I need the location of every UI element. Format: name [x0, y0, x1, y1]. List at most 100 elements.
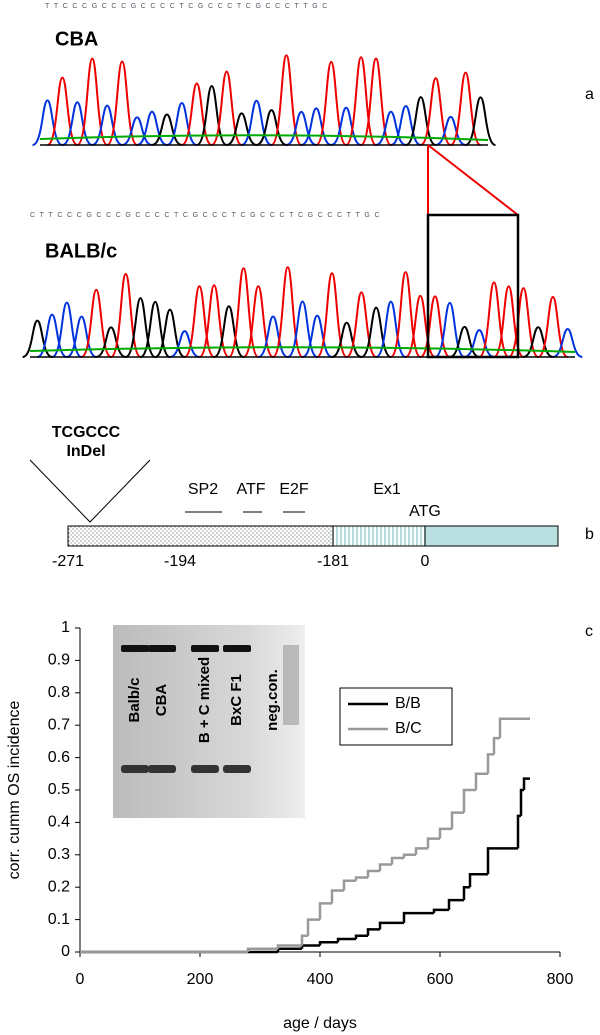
- step-segment: [246, 947, 278, 952]
- step-segment: [438, 827, 452, 839]
- step-segment: [300, 944, 320, 949]
- peak: [478, 281, 510, 358]
- step-segment: [354, 876, 368, 881]
- step-segment: [519, 788, 524, 816]
- gel-band: [191, 765, 219, 773]
- element-label: ATF: [236, 481, 265, 498]
- utr-region: [332, 525, 426, 547]
- panel-label: a: [585, 86, 594, 103]
- peak: [81, 288, 112, 358]
- y-tick-label: 1: [61, 619, 70, 636]
- position-label: -181: [317, 553, 349, 570]
- peak: [76, 57, 109, 146]
- gel-image: [113, 625, 305, 818]
- y-tick-label: 0.3: [48, 846, 70, 863]
- legend-label: B/B: [395, 695, 421, 712]
- x-tick-label: 400: [307, 971, 334, 988]
- peak: [181, 82, 213, 146]
- step-segment: [468, 872, 488, 888]
- peak: [360, 306, 392, 358]
- peak: [331, 321, 362, 358]
- step-segment: [318, 902, 332, 920]
- indel-marker: [29, 459, 151, 523]
- step-segment: [276, 944, 302, 949]
- step-segment: [462, 885, 470, 901]
- step-segment: [486, 847, 518, 875]
- x-tick-label: 600: [427, 971, 454, 988]
- element-label: ATG: [409, 503, 441, 520]
- y-tick-label: 0.6: [48, 749, 70, 766]
- y-tick-label: 0.5: [48, 781, 70, 798]
- step-segment: [390, 856, 404, 865]
- position-label: -194: [164, 553, 196, 570]
- peak: [91, 104, 123, 146]
- panel-label: c: [585, 623, 593, 640]
- indel-label: TCGCCC: [52, 424, 121, 441]
- peak: [256, 109, 287, 146]
- step-segment: [474, 772, 488, 790]
- chart: 0 0.1 0.2 0.3 0.4 0.5 0.6 0.7 0.8 0.9 1 0 200 400 600 8…: [6, 619, 573, 1032]
- promoter-region: [67, 525, 334, 547]
- peak: [508, 287, 539, 358]
- peak: [523, 326, 554, 358]
- step-segment: [366, 928, 380, 936]
- coding-region: [424, 525, 559, 547]
- peak: [270, 54, 303, 146]
- peak: [464, 329, 495, 358]
- step-segment: [450, 811, 464, 829]
- step-segment: [516, 814, 521, 849]
- legend-box: [339, 687, 453, 746]
- lane-label: BxC F1: [228, 674, 245, 726]
- peak: [375, 300, 407, 358]
- peak: [95, 326, 127, 358]
- indel-label: InDel: [66, 443, 105, 460]
- gel-band: [148, 765, 176, 773]
- peak: [184, 285, 215, 358]
- chromatograms: [22, 54, 583, 358]
- element-label: SP2: [188, 481, 218, 498]
- peak: [552, 327, 583, 358]
- step-segment: [522, 777, 530, 790]
- peak: [121, 116, 153, 146]
- y-axis-label: corr. cumm OS incidence: [6, 701, 23, 880]
- peak: [169, 330, 200, 358]
- gel-ladder: [283, 645, 299, 725]
- peak: [61, 101, 93, 146]
- trace-label: CBA: [55, 28, 98, 50]
- peak: [196, 85, 228, 146]
- lane-label: CBA: [153, 684, 170, 717]
- position-label: -271: [52, 553, 84, 570]
- step-segment: [336, 937, 356, 943]
- peak: [537, 295, 569, 358]
- gel-band: [191, 645, 219, 652]
- lane-label: B + C mixed: [196, 657, 213, 743]
- peak: [139, 300, 171, 358]
- x-tick-label: 200: [187, 971, 214, 988]
- peak: [36, 313, 68, 358]
- peak: [286, 110, 317, 146]
- peak: [345, 56, 377, 146]
- lane-label: neg.con.: [264, 669, 281, 731]
- y-tick-label: 0.2: [48, 878, 70, 895]
- peak: [125, 297, 156, 358]
- peak: [420, 77, 452, 146]
- peak: [257, 315, 289, 358]
- step-segment: [402, 911, 434, 923]
- step-segment: [330, 889, 344, 904]
- peak: [405, 96, 437, 146]
- noise: [39, 134, 489, 141]
- step-segment: [300, 934, 308, 946]
- peak: [213, 305, 245, 358]
- peak: [435, 115, 466, 146]
- connector: [427, 144, 519, 216]
- x-tick-label: 800: [547, 971, 574, 988]
- y-tick-label: 0.4: [48, 814, 70, 831]
- peak: [136, 110, 168, 146]
- step-segment: [447, 898, 464, 910]
- peak: [449, 325, 480, 358]
- y-tick-label: 0.7: [48, 716, 70, 733]
- legend-label: B/C: [395, 720, 422, 737]
- x-axis-label: age / days: [283, 1015, 357, 1032]
- peak: [210, 70, 243, 146]
- step-segment: [318, 941, 338, 946]
